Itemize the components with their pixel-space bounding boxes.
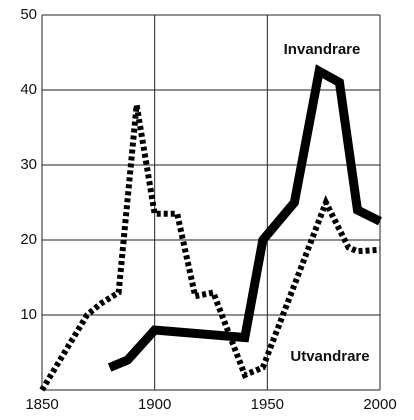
series-label: Invandrare xyxy=(284,41,361,58)
x-tick-label: 1850 xyxy=(25,396,58,413)
y-tick-label: 30 xyxy=(20,156,37,173)
y-tick-label: 20 xyxy=(20,231,37,248)
series-label: Utvandrare xyxy=(290,348,369,365)
series-line xyxy=(107,64,383,372)
y-tick-label: 50 xyxy=(20,6,37,23)
y-tick-label: 10 xyxy=(20,306,37,323)
x-tick-label: 1900 xyxy=(138,396,171,413)
series-line xyxy=(39,104,381,392)
y-tick-label: 40 xyxy=(20,81,37,98)
x-tick-label: 1950 xyxy=(251,396,284,413)
x-tick-label: 2000 xyxy=(363,396,396,413)
